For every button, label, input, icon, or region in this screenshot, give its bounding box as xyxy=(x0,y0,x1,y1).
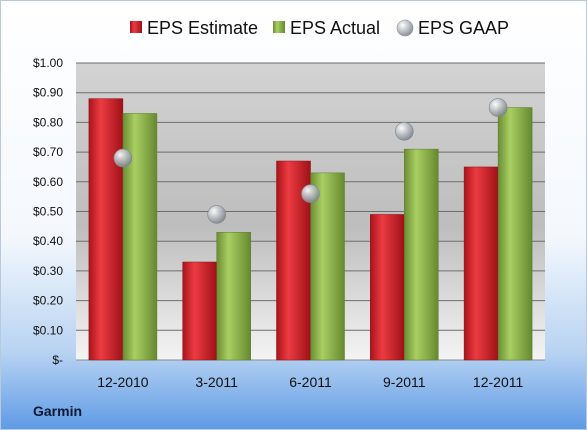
legend-swatch-eps-actual xyxy=(273,21,285,33)
legend-swatch-eps-estimate xyxy=(130,21,142,33)
y-tick-label: $0.90 xyxy=(33,86,63,100)
x-tick-label: 12-2010 xyxy=(97,374,149,390)
bar-eps-estimate xyxy=(182,261,217,361)
legend-label-eps-actual: EPS Actual xyxy=(290,18,380,38)
y-tick-label: $0.30 xyxy=(33,264,63,278)
y-tick-label: $- xyxy=(52,353,63,367)
y-tick-label: $0.20 xyxy=(33,294,63,308)
company-label: Garmin xyxy=(33,403,83,419)
marker-eps-gaap xyxy=(394,122,414,141)
bars xyxy=(88,98,533,361)
bar-eps-actual xyxy=(497,107,533,361)
bar-eps-actual xyxy=(310,172,345,361)
bar-eps-estimate xyxy=(463,166,499,361)
legend-label-eps-estimate: EPS Estimate xyxy=(147,18,258,38)
y-axis-ticks: $- $0.10 $0.20 $0.30 $0.40 $0.50 $0.60 $0.70 $0.… xyxy=(33,56,63,367)
marker-eps-gaap xyxy=(301,184,320,203)
legend-swatch-eps-gaap xyxy=(396,19,414,37)
y-tick-label: $0.10 xyxy=(33,323,63,337)
marker-eps-gaap xyxy=(488,98,508,117)
marker-eps-gaap xyxy=(113,148,133,168)
y-tick-label: $0.80 xyxy=(33,115,63,129)
y-tick-label: $0.60 xyxy=(33,175,63,189)
marker-eps-gaap xyxy=(207,205,226,224)
bar-eps-estimate xyxy=(370,214,405,361)
bar-eps-estimate xyxy=(88,98,124,361)
legend: EPS Estimate EPS Actual EPS GAAP xyxy=(130,18,509,38)
y-tick-label: $0.70 xyxy=(33,145,63,159)
x-tick-label: 12-2011 xyxy=(473,374,524,390)
bar-eps-actual xyxy=(404,148,439,361)
gaap-markers xyxy=(113,98,508,224)
x-tick-label: 3-2011 xyxy=(195,374,238,390)
y-tick-label: $0.40 xyxy=(33,234,63,248)
x-tick-label: 6-2011 xyxy=(289,374,332,390)
y-tick-label: $0.50 xyxy=(33,205,63,219)
bar-eps-actual xyxy=(122,113,158,361)
bar-eps-actual xyxy=(216,232,251,361)
y-tick-label: $1.00 xyxy=(33,56,63,70)
x-axis-ticks: 12-2010 3-2011 6-2011 9-2011 12-2011 xyxy=(97,374,523,390)
x-tick-label: 9-2011 xyxy=(383,374,426,390)
legend-label-eps-gaap: EPS GAAP xyxy=(418,18,509,38)
